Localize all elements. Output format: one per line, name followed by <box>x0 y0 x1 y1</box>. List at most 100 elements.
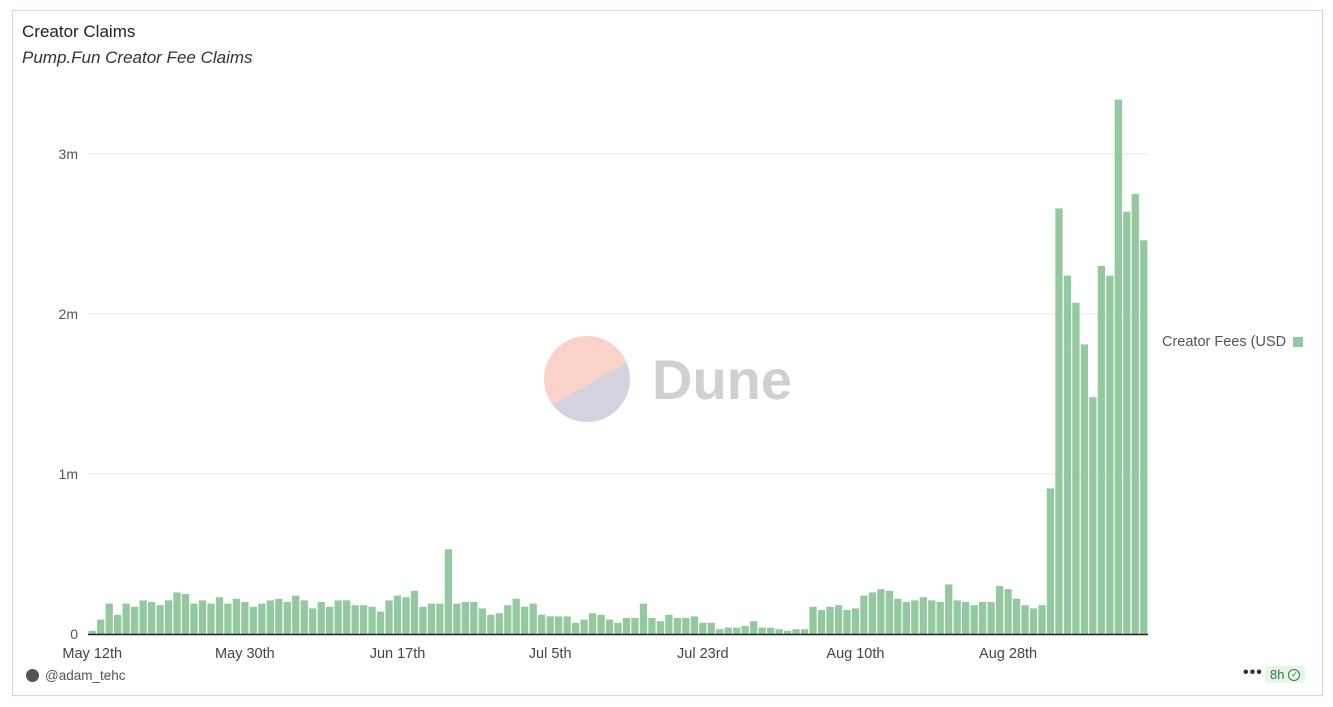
bar <box>953 600 961 634</box>
x-tick-label: Aug 28th <box>979 646 1037 662</box>
bar <box>173 592 181 634</box>
bar <box>800 629 809 634</box>
bar <box>1038 605 1046 634</box>
bar <box>1072 302 1080 634</box>
bar <box>359 605 368 634</box>
y-tick-label: 0 <box>70 626 78 642</box>
bar <box>987 602 995 634</box>
bar <box>258 603 266 634</box>
chart-subtitle: Pump.Fun Creator Fee Claims <box>22 48 253 67</box>
bar <box>97 619 105 634</box>
bar <box>1004 589 1012 634</box>
bar <box>928 600 936 634</box>
bar <box>750 621 758 634</box>
author-link[interactable]: @adam_tehc <box>26 668 126 683</box>
bar <box>207 603 215 634</box>
bar <box>529 603 537 634</box>
bar <box>444 549 453 634</box>
bar <box>1097 266 1105 634</box>
bar <box>563 616 571 634</box>
bar <box>419 606 427 634</box>
bar <box>682 618 690 634</box>
bar <box>105 603 113 634</box>
bar <box>707 622 715 634</box>
bar <box>343 600 351 634</box>
bar <box>1140 240 1148 634</box>
bar <box>1106 275 1114 634</box>
bar <box>809 606 817 634</box>
bar <box>792 629 800 634</box>
bar <box>334 600 342 634</box>
bar <box>1114 99 1122 635</box>
legend[interactable]: Creator Fees (USD <box>1162 334 1304 350</box>
bar <box>665 614 673 634</box>
bar <box>834 605 843 634</box>
bar <box>521 606 529 634</box>
bar <box>826 606 834 634</box>
bar <box>733 627 741 634</box>
bar <box>241 602 249 634</box>
bar <box>775 629 783 634</box>
bar <box>504 605 512 634</box>
y-tick-label: 3m <box>59 146 78 162</box>
bar <box>699 622 707 634</box>
bar <box>970 605 978 634</box>
bar <box>851 608 860 634</box>
watermark-text: Dune <box>652 347 792 411</box>
bar <box>487 614 495 634</box>
bar <box>266 600 274 634</box>
bar <box>1046 488 1055 634</box>
bar <box>326 606 334 634</box>
bar <box>292 595 300 634</box>
x-tick-label: Jul 5th <box>529 646 572 662</box>
bar <box>911 600 919 634</box>
bar <box>198 600 207 634</box>
bar <box>427 603 436 634</box>
bar <box>622 618 631 634</box>
bar <box>436 603 444 634</box>
bar <box>817 610 826 634</box>
chart-title: Creator Claims <box>22 22 136 41</box>
bar <box>894 598 902 634</box>
bar <box>979 602 987 634</box>
bar <box>936 602 944 634</box>
bar <box>470 602 478 634</box>
bar <box>1055 208 1063 634</box>
freshness-badge[interactable]: 8h ✓ <box>1265 666 1306 683</box>
ellipsis-icon[interactable]: ••• <box>1243 664 1263 681</box>
bar <box>783 630 792 634</box>
bar <box>122 603 130 634</box>
bar <box>300 600 308 634</box>
legend-swatch <box>1293 337 1304 347</box>
chart-card <box>12 10 1323 696</box>
bar <box>690 616 698 634</box>
bar <box>1021 605 1029 634</box>
bar <box>614 622 622 634</box>
bar <box>588 613 597 634</box>
bar <box>605 619 614 634</box>
bar <box>538 614 546 634</box>
legend-label: Creator Fees (USD <box>1162 334 1287 350</box>
bar <box>495 613 503 634</box>
bar <box>376 611 385 634</box>
freshness-text: 8h <box>1270 667 1285 682</box>
bar <box>147 602 156 634</box>
bar <box>309 608 317 634</box>
x-tick-label: May 12th <box>62 646 122 662</box>
bar <box>1012 598 1021 634</box>
bar <box>402 597 410 634</box>
x-tick-label: Jun 17th <box>370 646 426 662</box>
bar <box>741 626 749 634</box>
y-tick-label: 2m <box>59 306 78 322</box>
bar <box>1089 397 1097 634</box>
bar <box>843 610 851 634</box>
bar <box>393 595 402 634</box>
bar <box>868 592 877 634</box>
bar <box>181 594 190 634</box>
bar <box>512 598 520 634</box>
bar <box>461 602 469 634</box>
bar <box>758 627 766 634</box>
bar <box>139 600 147 634</box>
bar <box>190 603 198 634</box>
bar <box>656 621 665 634</box>
